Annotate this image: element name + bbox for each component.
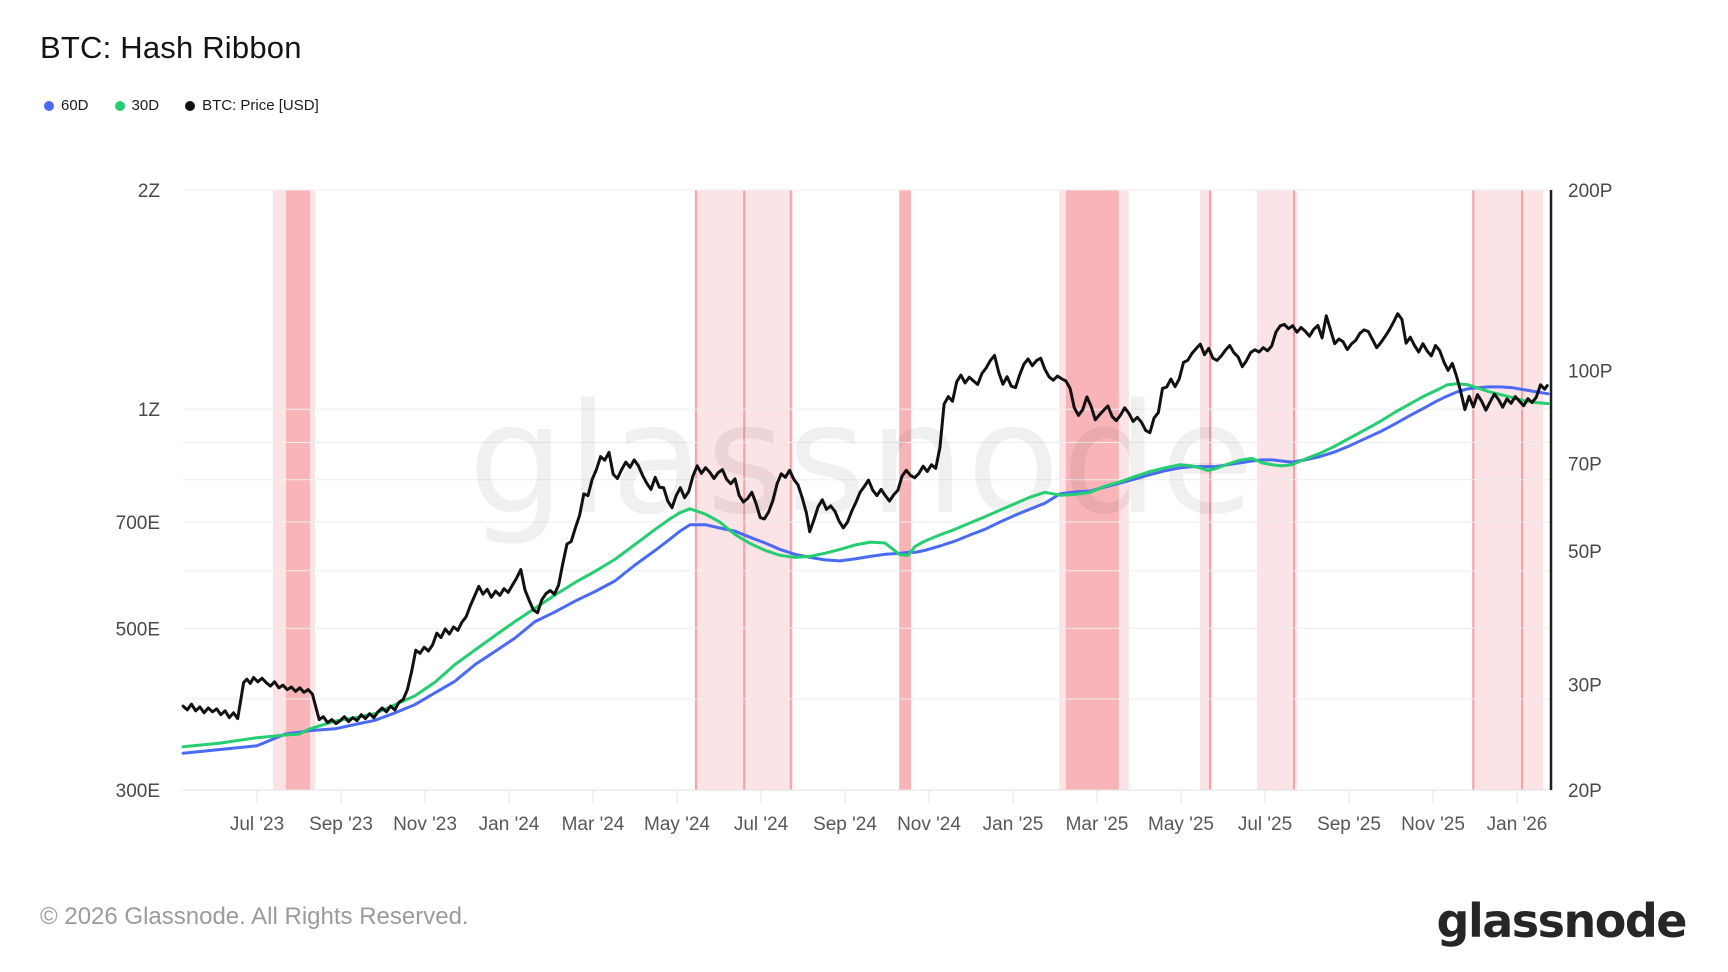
capitulation-band — [286, 190, 310, 790]
capitulation-band — [1257, 190, 1297, 790]
legend-label-60d: 60D — [61, 97, 89, 114]
capitulation-band-edge — [1209, 190, 1211, 790]
glassnode-logo: glassnode — [1436, 894, 1688, 948]
x-axis-label: Sep '25 — [1317, 814, 1381, 835]
capitulation-band — [1472, 190, 1544, 790]
legend-item-btc-price[interactable]: BTC: Price [USD] — [185, 97, 319, 114]
series-btc-price-usd-line — [181, 312, 1549, 726]
footer-copyright: © 2026 Glassnode. All Rights Reserved. — [40, 903, 469, 930]
page-title: BTC: Hash Ribbon — [40, 30, 302, 65]
capitulation-band-edge — [694, 190, 697, 790]
capitulation-band — [899, 190, 911, 790]
x-axis-label: Jul '24 — [734, 814, 789, 835]
chart-legend: 60D 30D BTC: Price [USD] — [44, 97, 319, 114]
legend-dot-30d-icon — [114, 100, 125, 111]
legend-item-60d[interactable]: 60D — [44, 97, 89, 114]
capitulation-band-edge — [1472, 190, 1475, 790]
legend-dot-btc-price-icon — [185, 100, 196, 111]
x-axis-label: May '25 — [1148, 814, 1214, 835]
x-axis-label: Jul '25 — [1238, 814, 1292, 835]
x-axis-label: Jan '24 — [479, 814, 540, 835]
legend-dot-60d-icon — [44, 100, 54, 111]
legend-label-btc-price: BTC: Price [USD] — [202, 97, 319, 114]
x-axis-label: May '24 — [644, 814, 710, 835]
hash-axis-label: 700E — [116, 513, 160, 534]
price-axis-label: 30P — [1568, 675, 1602, 696]
hash-axis-label: 300E — [116, 781, 160, 802]
hash-axis-label: 1Z — [138, 400, 161, 421]
legend-item-30d[interactable]: 30D — [114, 97, 160, 114]
price-axis-label: 100P — [1568, 362, 1612, 383]
x-axis-label: Sep '23 — [309, 814, 373, 835]
x-axis-label: Jan '26 — [1487, 814, 1548, 835]
x-axis-label: Jul '23 — [230, 814, 284, 835]
hash-axis-label: 500E — [116, 619, 160, 640]
x-axis-label: Mar '24 — [562, 814, 625, 835]
x-axis-label: Jan '25 — [983, 814, 1044, 835]
x-axis-label: Nov '23 — [393, 814, 457, 835]
capitulation-band-edge — [789, 190, 792, 790]
series-30d-line — [181, 382, 1550, 749]
capitulation-band-edge — [743, 190, 746, 790]
price-axis-label: 200P — [1568, 181, 1612, 202]
hash-axis-label: 2Z — [138, 181, 161, 202]
glassnode-watermark: glassnode — [468, 371, 1256, 548]
x-axis-label: Sep '24 — [813, 814, 877, 835]
capitulation-band-edge — [1293, 190, 1295, 790]
price-axis-label: 70P — [1568, 455, 1602, 476]
x-axis-label: Nov '25 — [1401, 814, 1465, 835]
series-60d-line — [181, 385, 1550, 755]
x-axis-label: Nov '24 — [897, 814, 961, 835]
legend-label-30d: 30D — [131, 97, 160, 114]
price-axis-label: 50P — [1568, 542, 1602, 563]
x-axis-label: Mar '25 — [1066, 814, 1129, 835]
capitulation-band-edge — [1521, 190, 1523, 790]
price-axis-label: 20P — [1568, 781, 1602, 802]
